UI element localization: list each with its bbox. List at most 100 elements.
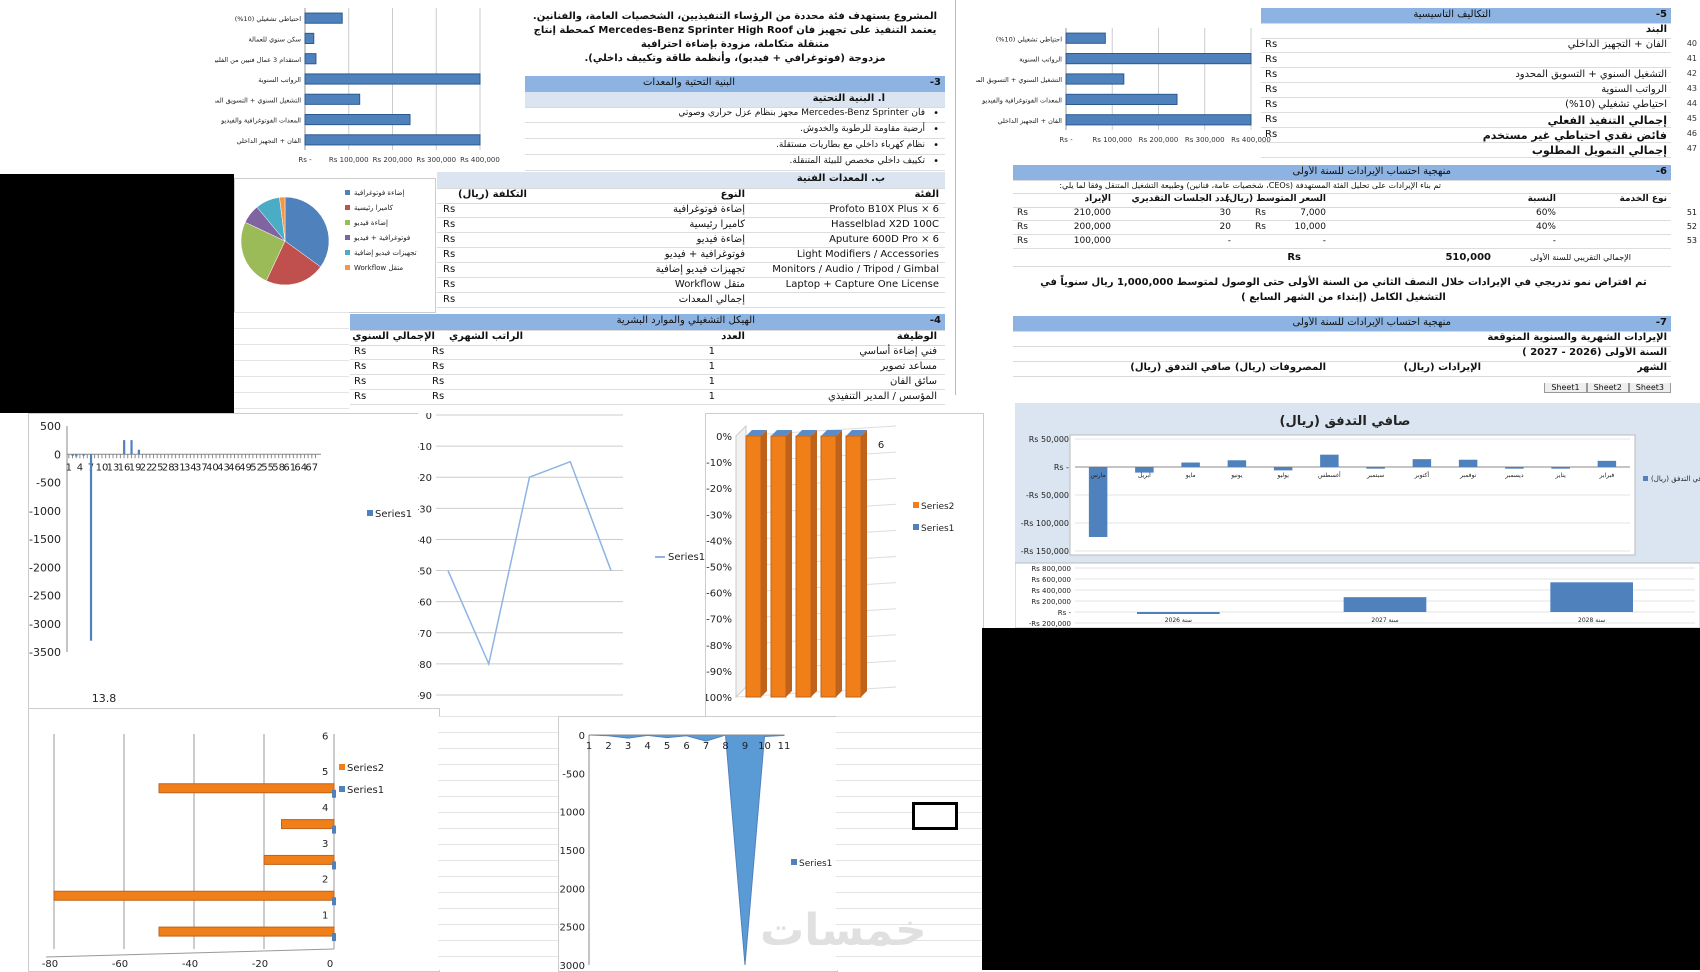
x-axis [45, 948, 335, 958]
y-tick-label: 0% [716, 432, 732, 443]
section5-title: التكاليف التأسيسية [1413, 9, 1491, 20]
bar [1550, 582, 1633, 612]
staff-row: المؤسس / المدير التنفيذي 1 Rs Rs [350, 390, 945, 405]
bar [82, 454, 85, 456]
revenue-row: 40% 10,000 Rs 20 200,000 Rs 52 [1013, 221, 1697, 235]
staff-monthly-currency: Rs [432, 361, 445, 372]
x-tick-label: مارس [1090, 472, 1105, 479]
series1-bar [332, 861, 336, 870]
revenue-ratio: 60% [1535, 208, 1556, 218]
y-tick-label: -1500 [29, 533, 61, 546]
series1-bar-top [846, 430, 867, 436]
bar [137, 449, 140, 455]
section3-equipment-table: ب. المعدات الفنية الفئة النوع التكلفة (ر… [437, 172, 945, 314]
x-tick-label: فبراير [1599, 472, 1615, 479]
y-tick-label: -500 [36, 477, 61, 490]
y-tick-label: -10 [418, 442, 432, 453]
back-wall [735, 424, 747, 699]
intro-line-1: المشروع يستهدف فئة محددة من الرؤساء التن… [532, 11, 938, 22]
row-number: 42 [1686, 69, 1697, 78]
x-tick-label: Rs - [298, 156, 312, 164]
cost-bar-chart-right-svg: Rs - Rs 100,000 Rs 200,000 Rs 300,000 Rs 400… [976, 28, 1271, 144]
bar [1135, 467, 1154, 473]
black-block-right [982, 628, 1700, 970]
y-tick-label: 2 [322, 875, 328, 886]
selected-cell[interactable] [912, 802, 958, 830]
x-tick-label: Rs 100,000 [1092, 136, 1132, 144]
section7-line1-row: الإيرادات الشهرية والسنوية المتوقعة [1013, 331, 1671, 347]
section5-label: التشغيل السنوي + التسويق المحدود [1515, 69, 1667, 80]
sheet-tab[interactable]: Sheet2 [1586, 383, 1629, 393]
right-spreadsheet: Rs - Rs 100,000 Rs 200,000 Rs 300,000 Rs 400… [955, 0, 1700, 395]
equipment-category: Monitors / Audio / Tripod / Gimbal [772, 264, 939, 275]
bar [304, 53, 317, 65]
infrastructure-item-text: تكييف داخلي مخصص للبيئة المتنقلة. [789, 156, 925, 166]
rev-header-service: نوع الخدمة [1619, 194, 1667, 204]
legend-swatch [345, 235, 350, 240]
series2-bar [820, 435, 837, 698]
series2-bar [53, 890, 335, 901]
series2-bar [845, 435, 862, 698]
staff-row: فني إضاءة أساسي 1 Rs Rs [350, 345, 945, 360]
x-tick-label: 9 [742, 741, 748, 752]
section7-line2-row: السنة الأولى (2026 - 2027 ) [1013, 346, 1671, 362]
x-tick-label: سبتمبر [1366, 472, 1384, 479]
revenue-price-currency: Rs [1255, 208, 1266, 218]
y-tick-label: -3500 [29, 646, 61, 659]
equipment-type: فوتوغرافية + فيديو [664, 249, 745, 260]
percent-column-svg: 0% -10% -20% -30% -40% -50% -60% -70% -80% -90% -1… [706, 424, 954, 704]
staff-monthly-currency: Rs [432, 391, 445, 402]
y-tick-label: -50 [418, 567, 432, 578]
sheet-tab[interactable]: Sheet1 [1544, 383, 1587, 393]
legend-label: Series2 [347, 763, 384, 774]
y-tick-label: 1 [322, 911, 328, 922]
revenue-total-value: 510,000 [1445, 252, 1491, 263]
y-tick-label: 0 [426, 413, 432, 422]
equipment-currency: Rs [443, 204, 456, 215]
revenue-total-currency: Rs [1287, 252, 1301, 263]
section7-line1: الإيرادات الشهرية والسنوية المتوقعة [1487, 332, 1667, 343]
bar [1273, 467, 1293, 471]
x-tick-label: يناير [1554, 472, 1566, 479]
y-tick-label: Rs 600,000 [1031, 576, 1071, 584]
sheet-grid-bottom [438, 716, 558, 970]
sheet-tab[interactable]: Sheet3 [1628, 383, 1671, 393]
x-tick-label: 37 [195, 462, 208, 473]
x-tick-label: Rs 400,000 [460, 156, 500, 164]
x-tick-label: Rs 200,000 [1139, 136, 1179, 144]
x-tick-label: 58 [272, 462, 285, 473]
section5-currency: Rs [1265, 114, 1278, 125]
y-tick-label: 6 [322, 731, 328, 742]
section3-number: 3- [929, 77, 941, 88]
bar [304, 114, 411, 126]
x-tick-label: سنة 2026 [1165, 617, 1192, 624]
staff-count: 1 [708, 361, 715, 372]
y-tick-label: -80 [418, 660, 432, 671]
revenue-price-currency: Rs [1255, 222, 1266, 232]
category-label: المعدات الفوتوغرافية والفيديو [220, 117, 301, 125]
x-tick-label: 6 [878, 440, 884, 451]
revenue-amount: 210,000 [1073, 208, 1111, 218]
x-tick-label: ديسمبر [1504, 472, 1524, 479]
equipment-row: Monitors / Audio / Tripod / Gimbal تجهيزا… [437, 263, 945, 278]
x-tick-label: 10 [96, 462, 109, 473]
equipment-category: Profoto B10X Plus × 6 [829, 204, 939, 215]
legend-label: فوتوغرافية + فيديو [353, 234, 410, 242]
category-label: التشغيل السنوي + التسويق المحدود [976, 76, 1062, 84]
y-tick-label: Rs 400,000 [1031, 587, 1071, 595]
category-label: سكن سنوي للعمالة [249, 35, 301, 43]
x-tick-label: 22 [140, 462, 153, 473]
rev-header-ratio: النسبة [1527, 194, 1556, 204]
section7-number: 7- [1655, 317, 1667, 328]
series1-bar [332, 897, 336, 906]
category-label: الفان + التجهيز الداخلي [997, 117, 1062, 125]
infrastructure-item: • فان Mercedes-Benz Sprinter مجهز بنظام ع… [525, 107, 945, 123]
x-tick-label: 4 [77, 462, 83, 473]
staff-annual-currency: Rs [354, 391, 367, 402]
bar [75, 454, 78, 457]
bar [1137, 612, 1220, 614]
bullet-icon: • [933, 156, 939, 167]
y-tick-label: -Rs 150,000 [1021, 547, 1069, 556]
section7-line2: السنة الأولى (2026 - 2027 ) [1522, 347, 1667, 358]
section5-currency: Rs [1265, 69, 1278, 80]
